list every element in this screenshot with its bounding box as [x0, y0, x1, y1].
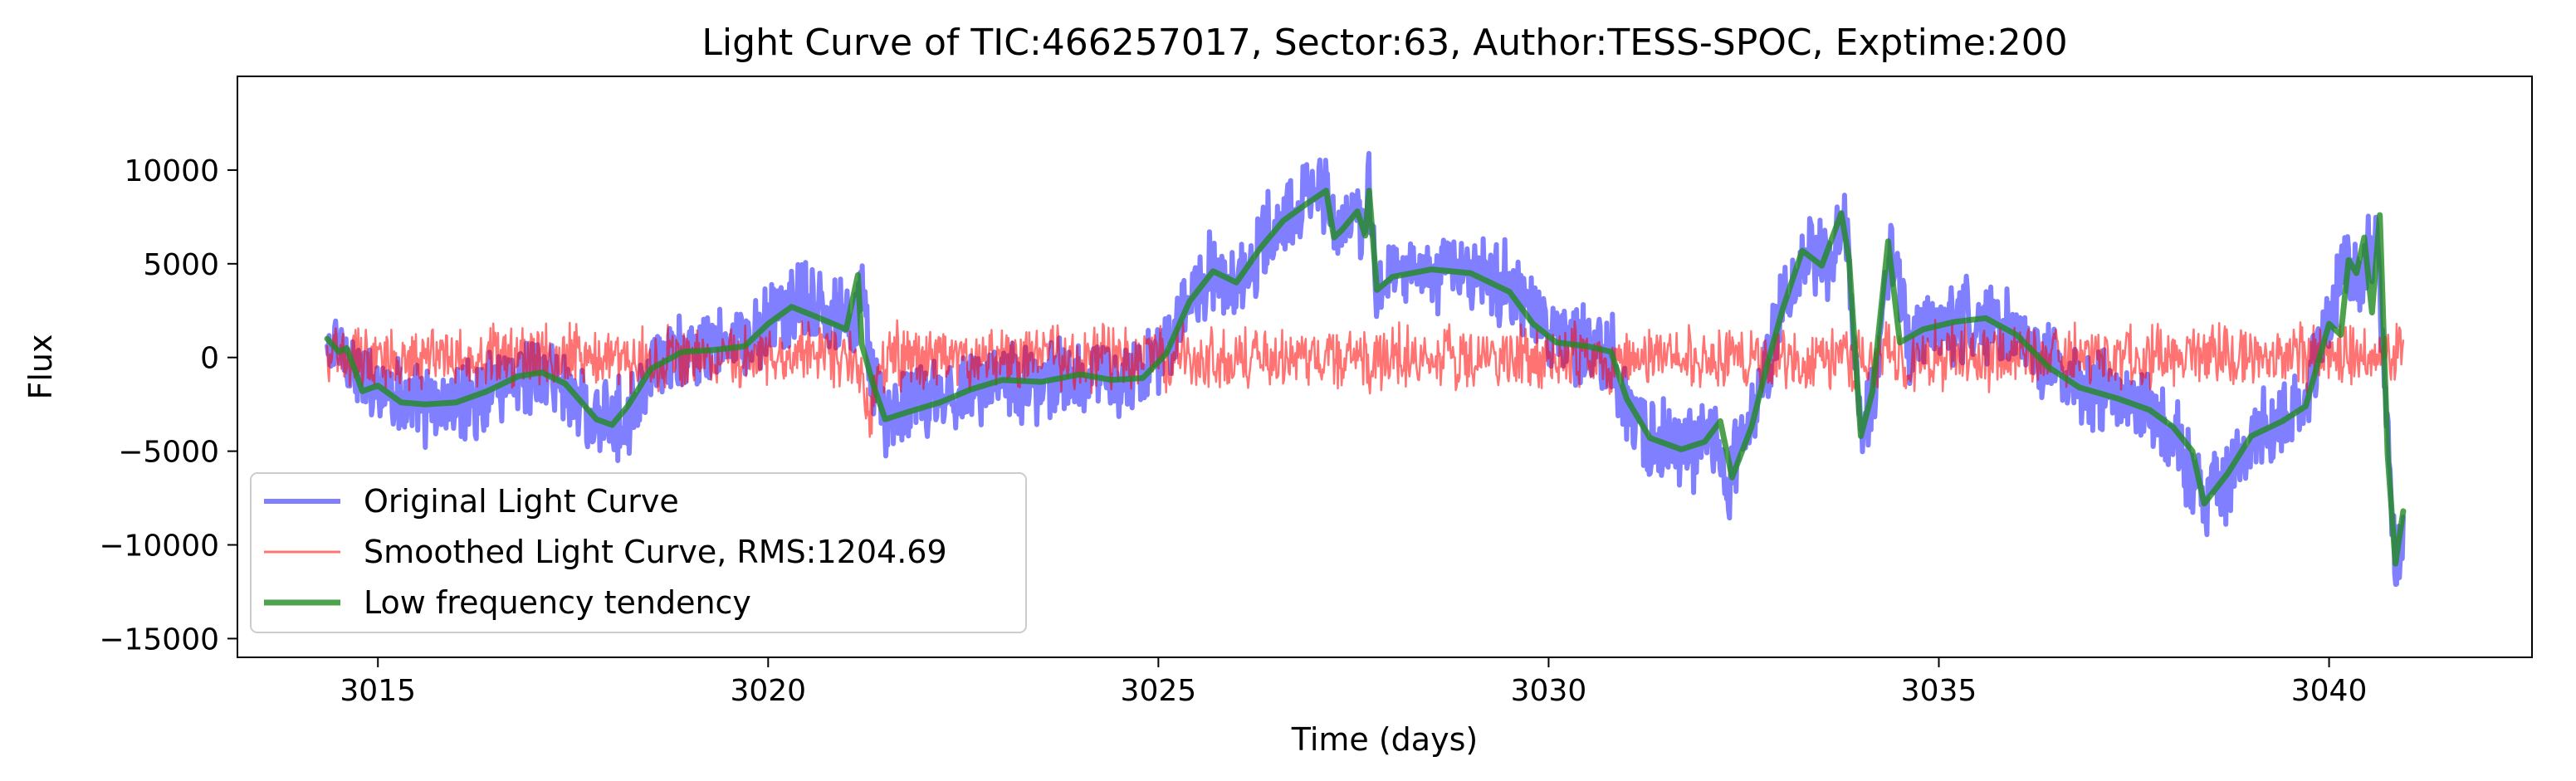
y-tick-label: −15000 [99, 622, 219, 657]
legend-label-original: Original Light Curve [364, 483, 679, 520]
legend-label-smoothed: Smoothed Light Curve, RMS:1204.69 [364, 534, 947, 570]
series-layer [324, 150, 2407, 588]
x-tick-label: 3015 [340, 674, 416, 708]
x-tick-label: 3030 [1511, 674, 1587, 708]
x-axis: 3015 3020 3025 3030 3035 3040 [340, 657, 2367, 708]
y-tick-label: −10000 [99, 530, 219, 564]
x-tick-label: 3025 [1121, 674, 1197, 708]
series-smoothed-light-curve [325, 319, 2405, 438]
chart-title: Light Curve of TIC:466257017, Sector:63,… [701, 22, 2067, 64]
x-axis-label: Time (days) [1291, 721, 1478, 758]
y-tick-label: −5000 [118, 436, 219, 470]
x-tick-label: 3040 [2291, 674, 2368, 708]
y-axis: −15000 −10000 −5000 0 5000 10000 [99, 154, 237, 657]
y-tick-label: 10000 [124, 154, 219, 188]
series-low-frequency-tendency [324, 188, 2407, 567]
legend-label-low-frequency: Low frequency tendency [364, 584, 751, 621]
plot-frame [237, 76, 2533, 658]
y-tick-label: 5000 [143, 248, 219, 282]
x-tick-label: 3035 [1901, 674, 1977, 708]
y-tick-label: 0 [200, 342, 219, 376]
x-tick-label: 3020 [730, 674, 806, 708]
legend-box [250, 472, 1027, 633]
y-axis-label: Flux [22, 334, 59, 400]
legend: Original Light Curve Smoothed Light Curv… [250, 472, 1027, 633]
